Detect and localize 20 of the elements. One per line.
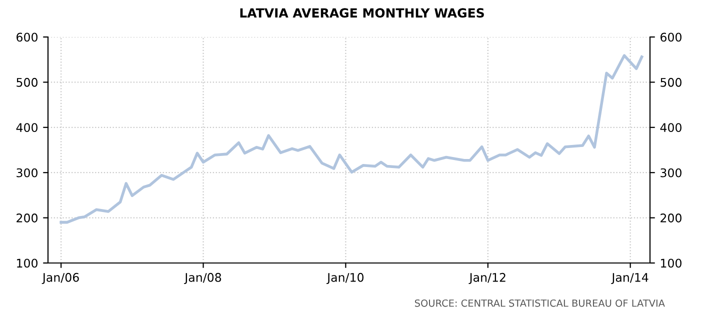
x-tick-label: Jan/08 [184,272,222,284]
y-tick-label: 500 [16,78,38,87]
x-tick-label: Jan/06 [42,272,79,284]
y-tick-label: 200 [16,214,38,222]
y-tick-label: 100 [17,258,38,268]
x-tick-label: Jan/14 [611,273,648,284]
line-series [60,54,644,224]
y2-tick-label: 400 [660,123,682,132]
y-tick-label: 600 [16,32,38,42]
y2-tick-label: 100 [661,258,682,268]
y-tick-label: 400 [16,123,38,132]
chart-title: LATVIA AVERAGE MONTHLY WAGES [240,8,484,18]
x-tick-label: Jan/12 [468,272,506,284]
y2-tick-label: 200 [660,214,682,222]
y-tick-label: 300 [16,168,38,178]
y2-tick-label: 300 [660,168,682,178]
y2-tick-label: 600 [660,32,682,42]
source-note: SOURCE: CENTRAL STATISTICAL BUREAU OF LATVIA [414,299,665,307]
y2-tick-label: 500 [660,78,682,87]
x-tick-label: Jan/10 [326,272,364,284]
